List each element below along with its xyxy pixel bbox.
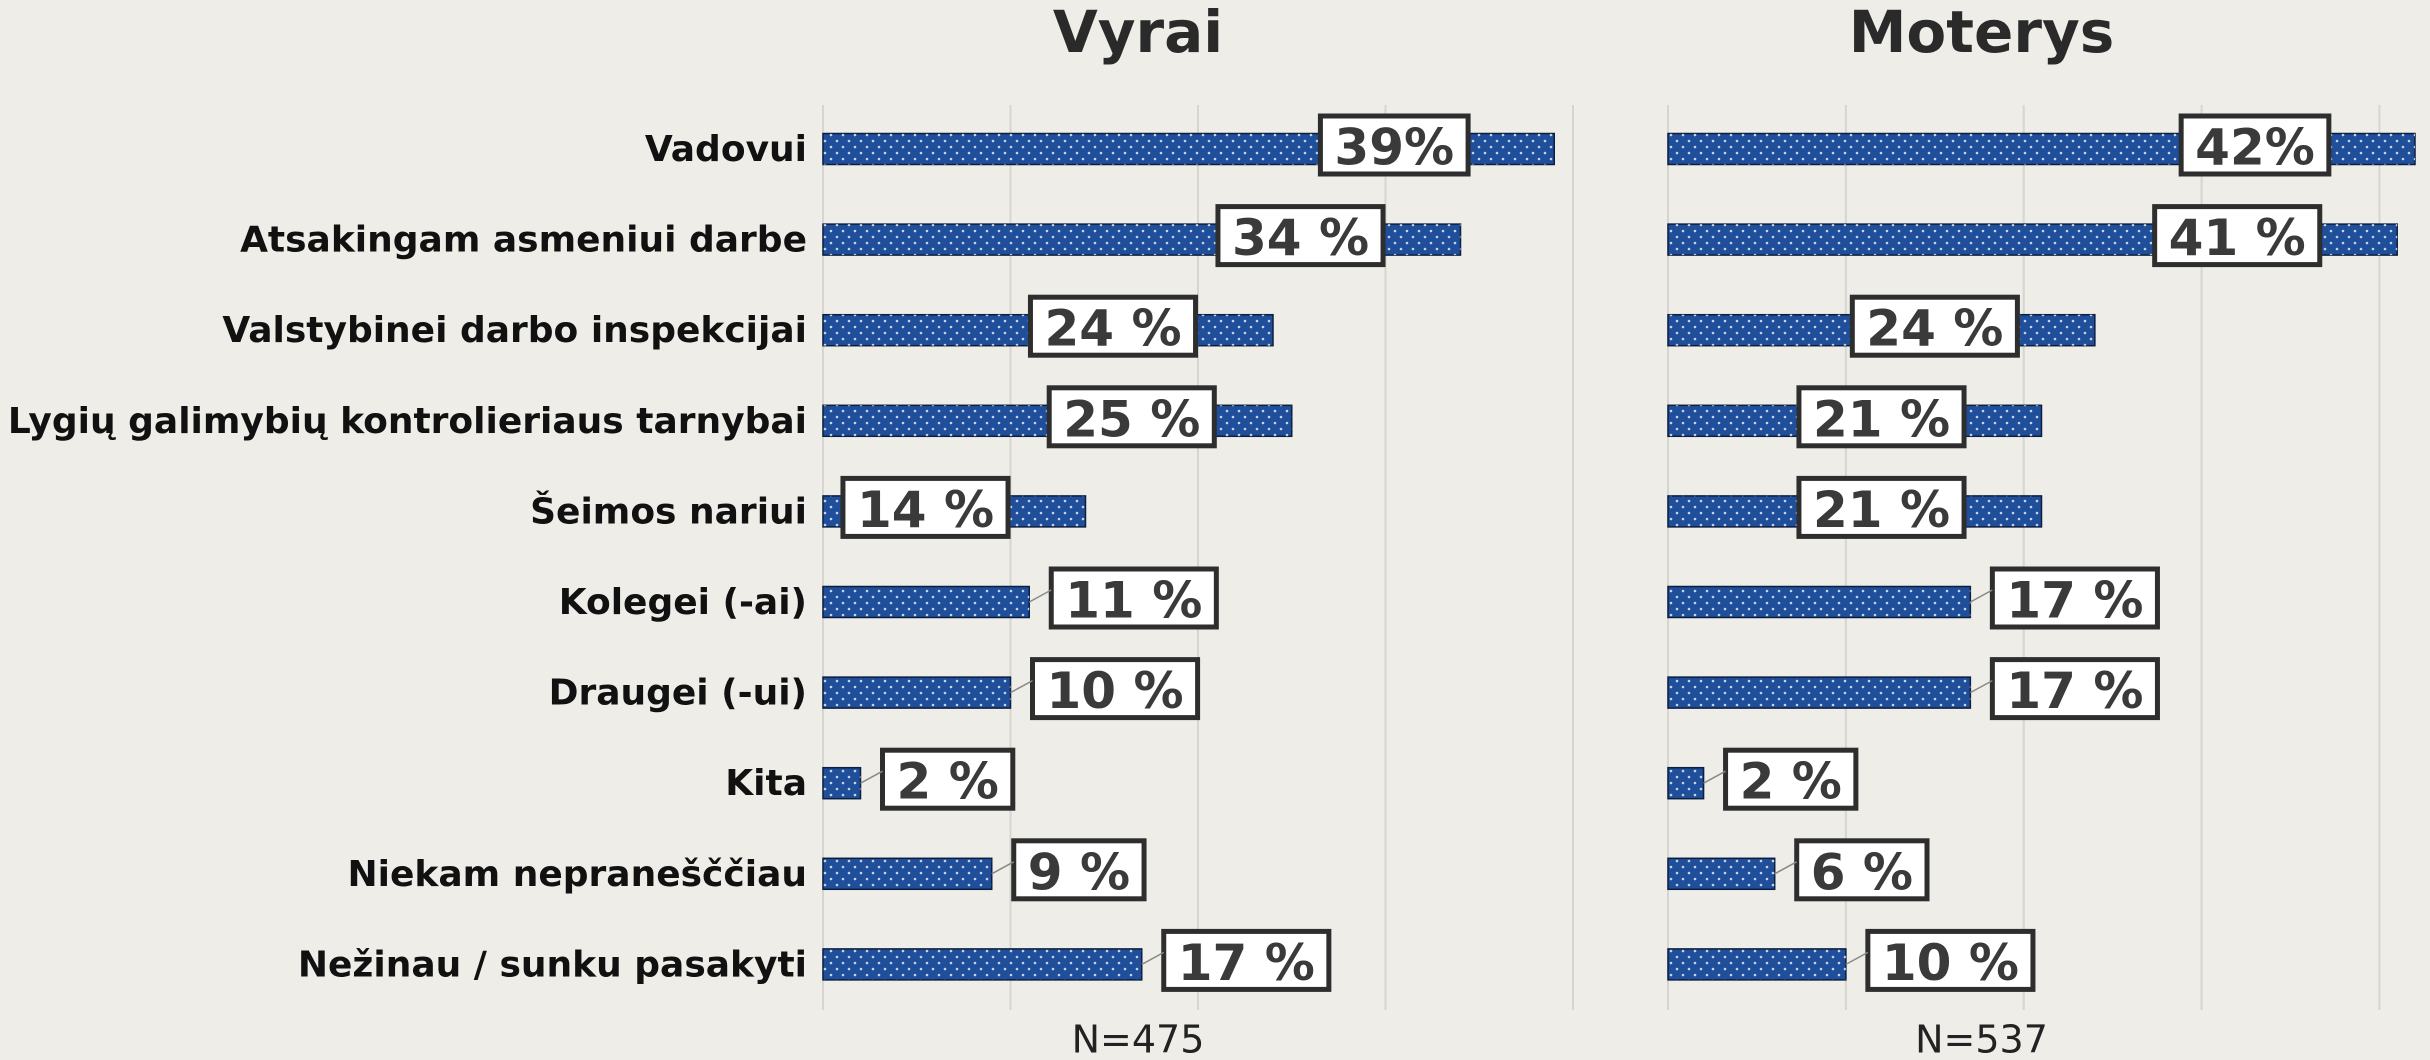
value-label-box xyxy=(1796,385,1967,449)
value-label-box xyxy=(1865,928,2036,992)
value-label: 21 % xyxy=(1796,475,1967,539)
leader-line xyxy=(860,770,883,784)
value-label-text: 21 % xyxy=(1813,390,1950,448)
category-label: Niekam nepranešččiau xyxy=(348,854,807,895)
leader-line xyxy=(1845,951,1869,966)
category-label: Nežinau / sunku pasakyti xyxy=(298,944,807,985)
value-label-box xyxy=(840,475,1011,539)
leader-line xyxy=(1010,679,1033,694)
value-label: 21 % xyxy=(1796,385,1967,449)
value-label: 17 % xyxy=(1989,566,2160,630)
value-label: 9 % xyxy=(1011,838,1147,902)
bar-texture xyxy=(1668,677,1971,709)
value-label: 25 % xyxy=(1046,385,1217,449)
value-label-text: 10 % xyxy=(1882,934,2019,992)
leader-line xyxy=(1141,951,1165,966)
value-label: 6 % xyxy=(1794,838,1930,902)
value-label: 41 % xyxy=(2152,204,2323,268)
value-label-text: 9 % xyxy=(1028,843,1130,901)
value-label-box xyxy=(1046,385,1217,449)
x-axis-label: N=475 xyxy=(1072,1018,1205,1060)
bar-texture xyxy=(1668,767,1704,799)
bar-texture xyxy=(823,767,861,799)
value-label-text: 41 % xyxy=(2169,209,2306,267)
value-label-box xyxy=(1027,294,1199,358)
value-label-box xyxy=(1215,204,1386,268)
panel-title: Vyrai xyxy=(1053,0,1223,66)
value-label-text: 17 % xyxy=(2006,572,2143,630)
category-label: Šeimos nariui xyxy=(530,490,807,532)
leader-line xyxy=(1969,589,1993,603)
value-label: 10 % xyxy=(1030,657,1201,721)
value-label: 39% xyxy=(1317,113,1471,177)
bar-texture xyxy=(1668,858,1775,890)
category-label: Kolegei (-ai) xyxy=(559,582,807,623)
value-label-text: 24 % xyxy=(1044,300,1181,358)
value-label-box xyxy=(2152,204,2323,268)
category-label: Vadovui xyxy=(645,129,807,170)
value-label-text: 17 % xyxy=(1178,934,1315,992)
category-label: Draugei (-ui) xyxy=(549,673,807,714)
leader-line xyxy=(1028,589,1052,603)
value-label-box xyxy=(1989,566,2160,630)
leader-line xyxy=(1969,679,1993,694)
value-label: 24 % xyxy=(1849,294,2020,358)
value-label-text: 14 % xyxy=(857,481,994,539)
category-label: Atsakingam asmeniui darbe xyxy=(240,220,807,261)
value-label: 24 % xyxy=(1027,294,1199,358)
value-label: 17 % xyxy=(1989,657,2160,721)
value-label: 2 % xyxy=(880,747,1016,811)
bar-texture xyxy=(823,948,1142,980)
value-label-box xyxy=(1030,657,1201,721)
value-label-box xyxy=(1794,838,1930,902)
leader-line xyxy=(1703,770,1726,784)
value-label-box xyxy=(880,747,1016,811)
value-label-box xyxy=(1161,928,1332,992)
value-label-box xyxy=(1723,747,1859,811)
bar-texture xyxy=(823,858,992,890)
value-label-text: 21 % xyxy=(1813,481,1950,539)
value-label: 42% xyxy=(2178,113,2332,177)
value-label: 11 % xyxy=(1048,566,1219,630)
value-label-text: 10 % xyxy=(1047,662,1184,720)
value-label-box xyxy=(1796,475,1967,539)
value-label-box xyxy=(1989,657,2160,721)
value-label: 34 % xyxy=(1215,204,1386,268)
category-label: Lygių galimybių kontrolieriaus tarnybai xyxy=(8,401,807,442)
value-label-box xyxy=(1048,566,1219,630)
value-label: 14 % xyxy=(840,475,1011,539)
value-label: 10 % xyxy=(1865,928,2036,992)
category-label: Valstybinei darbo inspekcijai xyxy=(222,310,807,351)
value-label-box xyxy=(1317,113,1471,177)
panel-title: Moterys xyxy=(1849,0,2115,66)
value-label-box xyxy=(1011,838,1147,902)
value-label-text: 24 % xyxy=(1866,300,2003,358)
bar-texture xyxy=(823,677,1011,709)
bar-texture xyxy=(1668,948,1846,980)
value-label-text: 2 % xyxy=(897,753,999,811)
value-label-text: 2 % xyxy=(1740,753,1842,811)
leader-line xyxy=(991,861,1015,875)
value-label-text: 11 % xyxy=(1065,572,1202,630)
value-label-text: 6 % xyxy=(1811,843,1913,901)
value-label: 17 % xyxy=(1161,928,1332,992)
value-label-box xyxy=(1849,294,2020,358)
bar-texture xyxy=(1668,586,1971,618)
value-label-text: 34 % xyxy=(1232,209,1369,267)
value-label-text: 42% xyxy=(2195,119,2315,177)
value-label-text: 17 % xyxy=(2006,662,2143,720)
value-label: 2 % xyxy=(1723,747,1859,811)
leader-line xyxy=(1774,861,1798,875)
value-label-box xyxy=(2178,113,2332,177)
bar-texture xyxy=(823,586,1030,618)
category-label: Kita xyxy=(725,763,807,804)
x-axis-label: N=537 xyxy=(1915,1018,2048,1060)
value-label-text: 25 % xyxy=(1063,390,1200,448)
value-label-text: 39% xyxy=(1334,119,1454,177)
